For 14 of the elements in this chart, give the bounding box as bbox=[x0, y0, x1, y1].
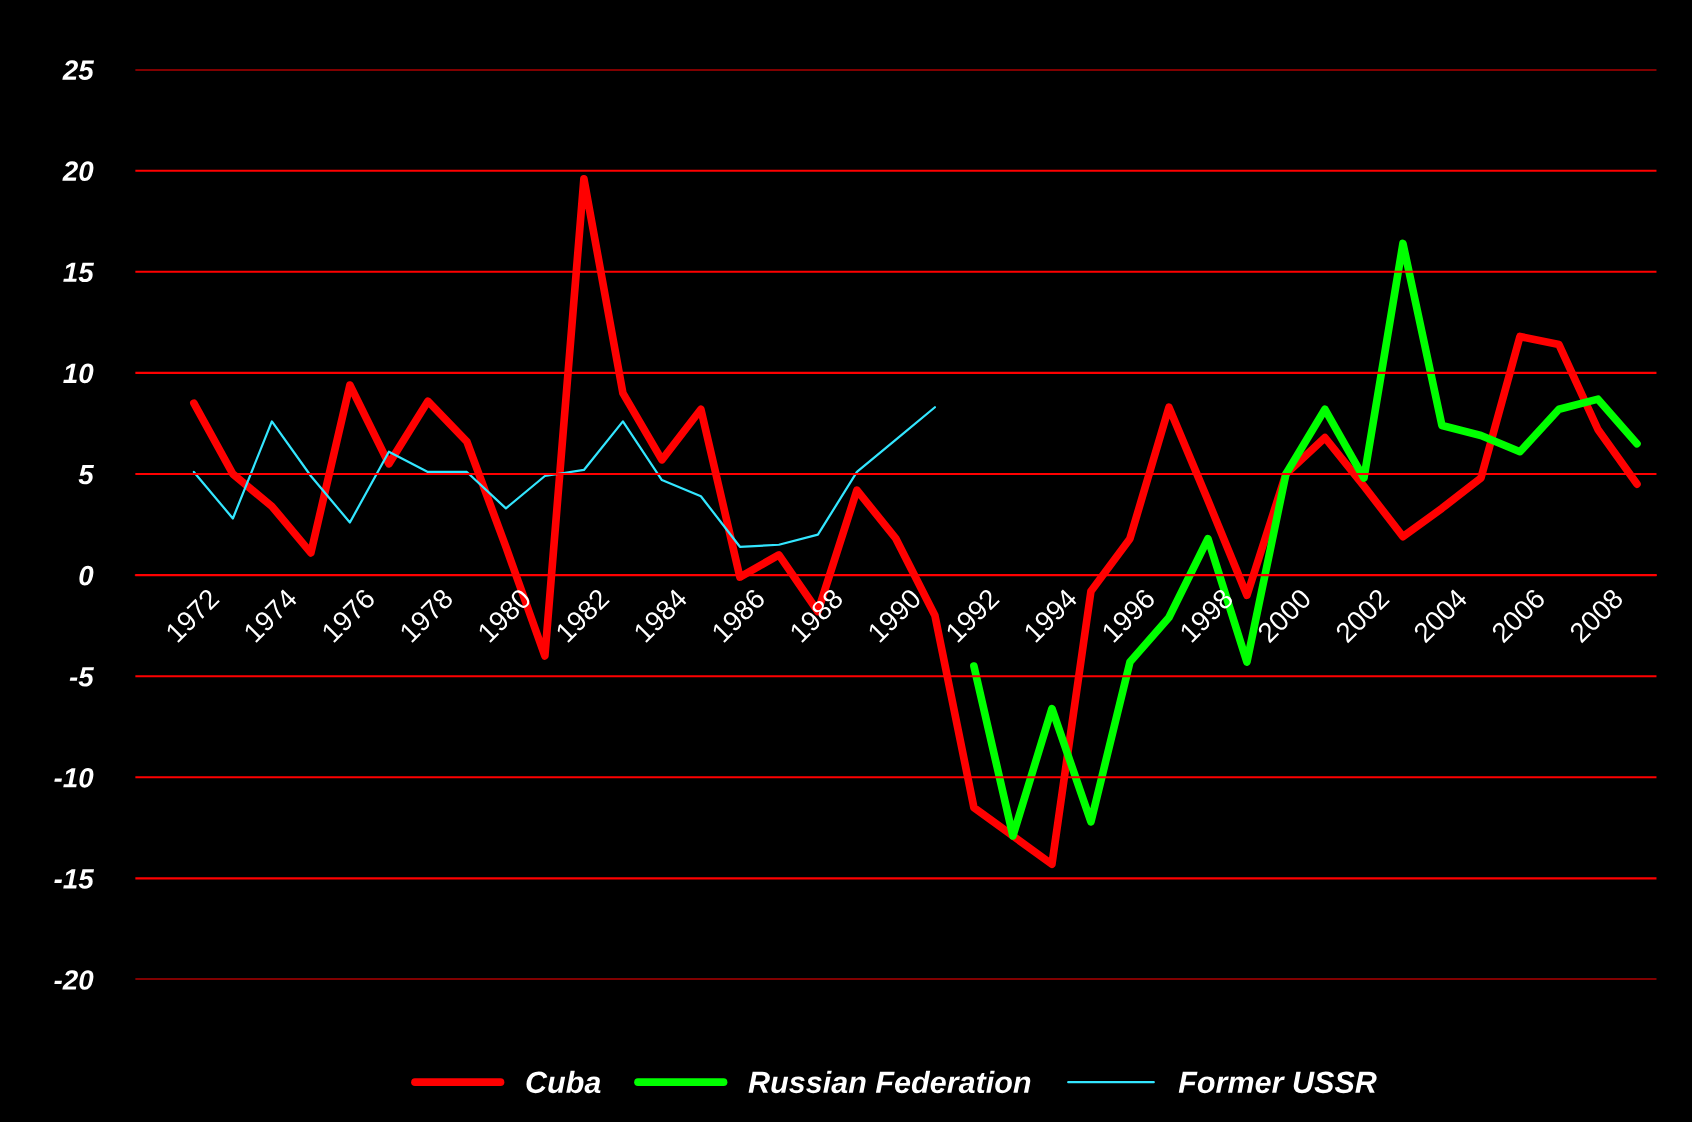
line-series bbox=[192, 406, 937, 548]
legend-label: Russian Federation bbox=[748, 1070, 1031, 1094]
legend-label: Cuba bbox=[526, 1070, 601, 1094]
y-tick-label: 10 bbox=[63, 363, 94, 384]
y-tick-label: -5 bbox=[69, 667, 95, 687]
y-tick-label: 15 bbox=[63, 262, 95, 283]
y-tick-label: -15 bbox=[54, 869, 95, 889]
y-tick-label: 20 bbox=[62, 161, 94, 182]
y-tick-label: 0 bbox=[79, 565, 94, 586]
y-tick-label: -20 bbox=[54, 970, 94, 990]
y-tick-label: 5 bbox=[78, 464, 95, 485]
y-tick-label: 25 bbox=[62, 60, 95, 80]
y-tick-label: -10 bbox=[54, 767, 94, 788]
legend-label: Former USSR bbox=[1178, 1071, 1377, 1094]
